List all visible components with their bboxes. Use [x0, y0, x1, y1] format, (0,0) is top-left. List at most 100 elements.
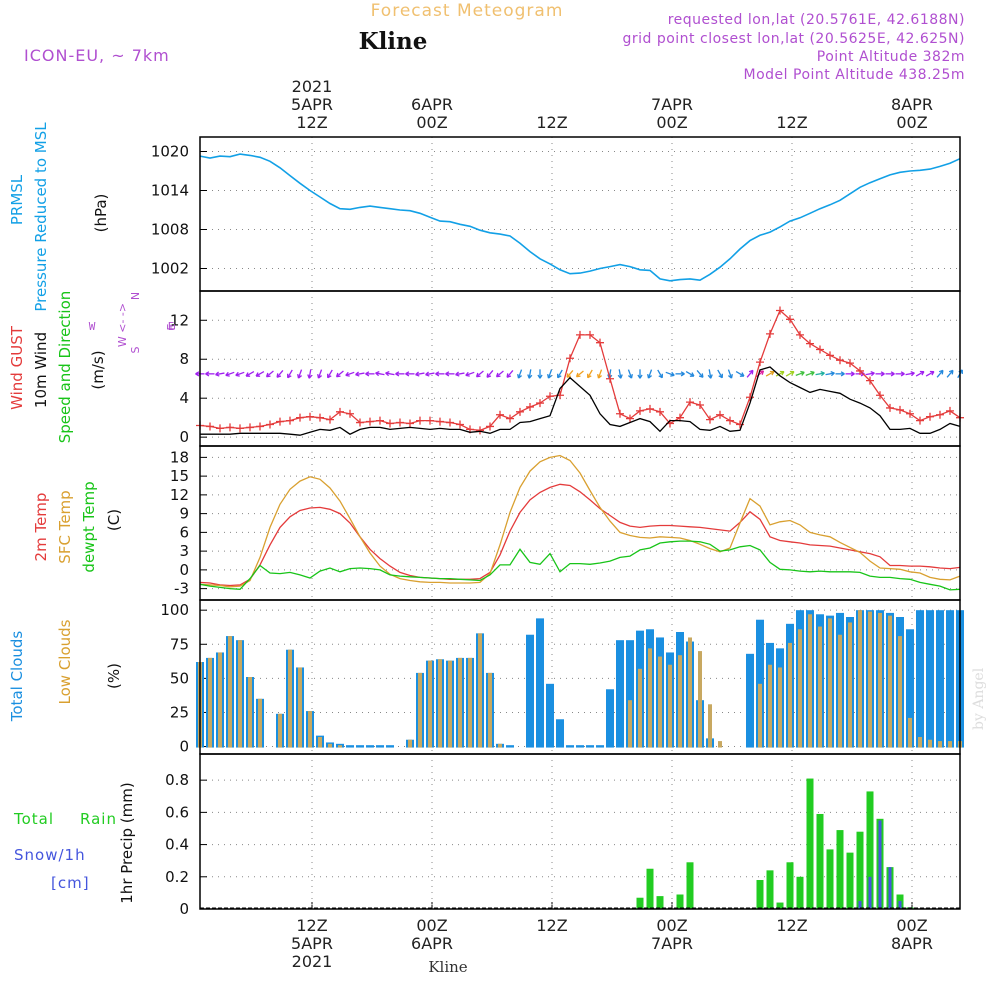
low-cloud-bar [288, 649, 292, 748]
wind-arrow-head [476, 375, 481, 378]
wind-unit: (m/s) [89, 350, 107, 389]
gust-marker [926, 412, 934, 421]
wind-arrow-head [486, 375, 492, 378]
total-cloud-bar [626, 640, 634, 748]
wind-arrow-head [800, 370, 805, 373]
wind-arrow [336, 370, 344, 378]
total-cloud-bar [946, 610, 954, 748]
snow-bar [888, 867, 892, 909]
precip-label-snow: Snow/1h [14, 846, 86, 864]
gust-marker [496, 410, 504, 419]
gust-marker [826, 351, 834, 360]
wind-arrow [915, 371, 925, 377]
low-cloud-bar [888, 615, 892, 748]
bottom-time-label: 00Z [896, 916, 927, 935]
low-cloud-bar [908, 717, 912, 748]
rain-bar [866, 791, 874, 909]
wind-arrow-head [948, 369, 954, 373]
low-cloud-bar [798, 629, 802, 748]
wind-arrow-head [810, 370, 815, 373]
temp-label-sfc: SFC Temp [56, 490, 74, 563]
y-tick-label: 9 [179, 505, 189, 523]
low-cloud-bar [918, 737, 922, 748]
wind-arrow-head [355, 374, 360, 377]
panels: 100210081014102004812-303691215180255075… [151, 136, 964, 918]
top-time-label: 00Z [896, 113, 927, 132]
wind-arrow [905, 372, 915, 376]
y-tick-label: 100 [160, 601, 189, 619]
gust-marker [436, 417, 444, 426]
bottom-time-label: 2021 [292, 952, 333, 971]
wind-arrow [576, 370, 584, 378]
total-cloud-bar [606, 689, 614, 748]
top-time-label: 12Z [776, 113, 807, 132]
wind-arrow-head [741, 372, 745, 377]
snow-bar [858, 900, 862, 909]
wind-arrow-head [435, 373, 440, 377]
clouds-unit: (%) [105, 663, 123, 689]
y-tick-label: 4 [179, 389, 189, 407]
y-tick-label: 12 [170, 311, 189, 329]
gust-marker [936, 410, 944, 419]
bottom-time-label: 12Z [536, 916, 567, 935]
wind-arrow-head [496, 375, 501, 378]
y-tick-label: 1020 [151, 143, 189, 161]
wind-arrow [727, 369, 733, 379]
wind-arrow-head [308, 374, 313, 379]
wind-arrow-head [840, 371, 845, 375]
gust-marker [906, 409, 914, 418]
wind-arrow [385, 372, 395, 376]
wind-arrow [627, 369, 633, 379]
wind-arrow-head [680, 371, 685, 375]
low-cloud-bar [308, 711, 312, 748]
wind-arrow-head [266, 375, 271, 378]
y-tick-label: 3 [179, 542, 189, 560]
wind-arrow-head [539, 374, 543, 379]
model-label: ICON-EU, ~ 7km [24, 46, 170, 65]
wind-arrow-head [910, 371, 915, 374]
total-cloud-bar [566, 745, 574, 748]
gust-marker [226, 423, 234, 432]
rain-bar [686, 862, 694, 909]
low-cloud-bar [478, 633, 482, 748]
wind-arrow-head [900, 371, 905, 375]
wind-arrow-head [566, 375, 572, 378]
compass-e-letter: E [168, 320, 175, 333]
gust-marker [806, 339, 814, 348]
wind-arrow-head [287, 375, 292, 379]
wind-arrow [708, 369, 712, 379]
low-cloud-bar [758, 683, 762, 748]
gust-marker [366, 417, 374, 426]
bottom-time-label: 6APR [411, 934, 453, 953]
y-tick-label: 0.2 [165, 868, 189, 886]
gust-marker [406, 419, 414, 428]
series-line-wind-gust [199, 309, 961, 431]
wind-arrow [795, 371, 805, 376]
low-cloud-bar [808, 614, 812, 748]
wind-arrow [618, 369, 622, 379]
wind-arrow-head [850, 371, 855, 375]
top-time-label: 6APR [411, 95, 453, 114]
low-cloud-bar [218, 652, 222, 748]
gust-marker [916, 416, 924, 425]
wind-arrow [415, 372, 425, 376]
gust-marker [946, 406, 954, 415]
total-cloud-bar [576, 745, 584, 748]
wind-arrow [465, 371, 475, 376]
grid-point-coords: grid point closest lon,lat (20.5625E, 42… [622, 31, 965, 47]
low-cloud-bar [648, 648, 652, 748]
total-cloud-bar [506, 745, 514, 748]
rain-bar [846, 852, 854, 909]
total-cloud-bar [376, 745, 384, 748]
gust-marker [346, 409, 354, 418]
gust-marker [426, 416, 434, 425]
low-cloud-bar [458, 657, 462, 748]
compass-w: W <- -> [116, 303, 129, 347]
series-line-2m-temp [199, 483, 961, 587]
total-cloud-bar [536, 618, 544, 748]
low-cloud-bar [238, 640, 242, 748]
gust-marker [866, 376, 874, 385]
gust-marker [856, 366, 864, 375]
low-cloud-bar [818, 626, 822, 748]
